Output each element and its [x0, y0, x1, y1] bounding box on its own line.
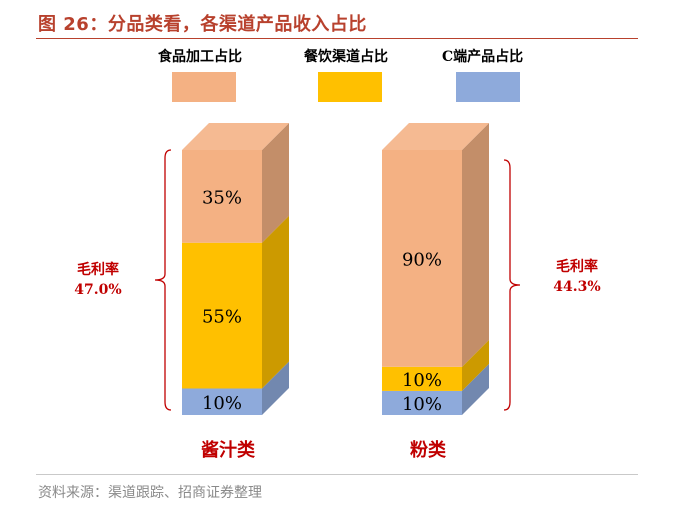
bar-top [182, 123, 289, 150]
gross-margin-label: 毛利率 [556, 258, 598, 275]
source-divider [36, 474, 638, 475]
bar-top [382, 123, 489, 150]
bar-side [462, 339, 489, 391]
bar-segment [182, 150, 262, 243]
bar-segment [382, 390, 462, 415]
category-label: 粉类 [410, 439, 447, 461]
bar-segment [382, 150, 462, 367]
chart-title: 图 26：分品类看，各渠道产品收入占比 [38, 14, 367, 35]
category-labels: 酱汁类 粉类 [201, 439, 447, 461]
data-label: 10% [402, 370, 442, 391]
brace [503, 159, 521, 411]
data-label: 35% [202, 187, 242, 208]
data-label: 55% [202, 307, 242, 328]
data-label: 10% [202, 393, 242, 414]
bar-side [262, 215, 289, 389]
annotations: 毛利率 47.0% 毛利率 44.3% [74, 149, 601, 411]
legend-swatch [172, 72, 236, 102]
bar-side [462, 363, 489, 415]
bar-side [462, 123, 489, 367]
legend-label: 餐饮渠道占比 [303, 48, 388, 65]
legend-label: C端产品占比 [442, 48, 523, 65]
bar-side [262, 123, 289, 243]
legend-label: 食品加工占比 [158, 48, 242, 65]
bar-segment [382, 366, 462, 391]
gross-margin-label: 毛利率 [77, 261, 119, 278]
legend: 食品加工占比 餐饮渠道占比 C端产品占比 [158, 48, 523, 102]
category-label: 酱汁类 [201, 439, 256, 461]
gross-margin-value: 44.3% [553, 279, 600, 295]
data-label: 10% [402, 394, 442, 415]
gross-margin-value: 47.0% [74, 282, 121, 298]
brace [154, 149, 172, 411]
bar-side [262, 361, 289, 415]
legend-swatch [456, 72, 520, 102]
legend-swatch [318, 72, 382, 102]
title-divider [36, 38, 638, 39]
source-note: 资料来源：渠道跟踪、招商证券整理 [38, 485, 262, 501]
bar-segment [182, 388, 262, 415]
data-label: 90% [402, 249, 442, 270]
bar-segment [182, 242, 262, 389]
bars: 10% 55% 35% 10% 10% 90% [182, 123, 489, 415]
